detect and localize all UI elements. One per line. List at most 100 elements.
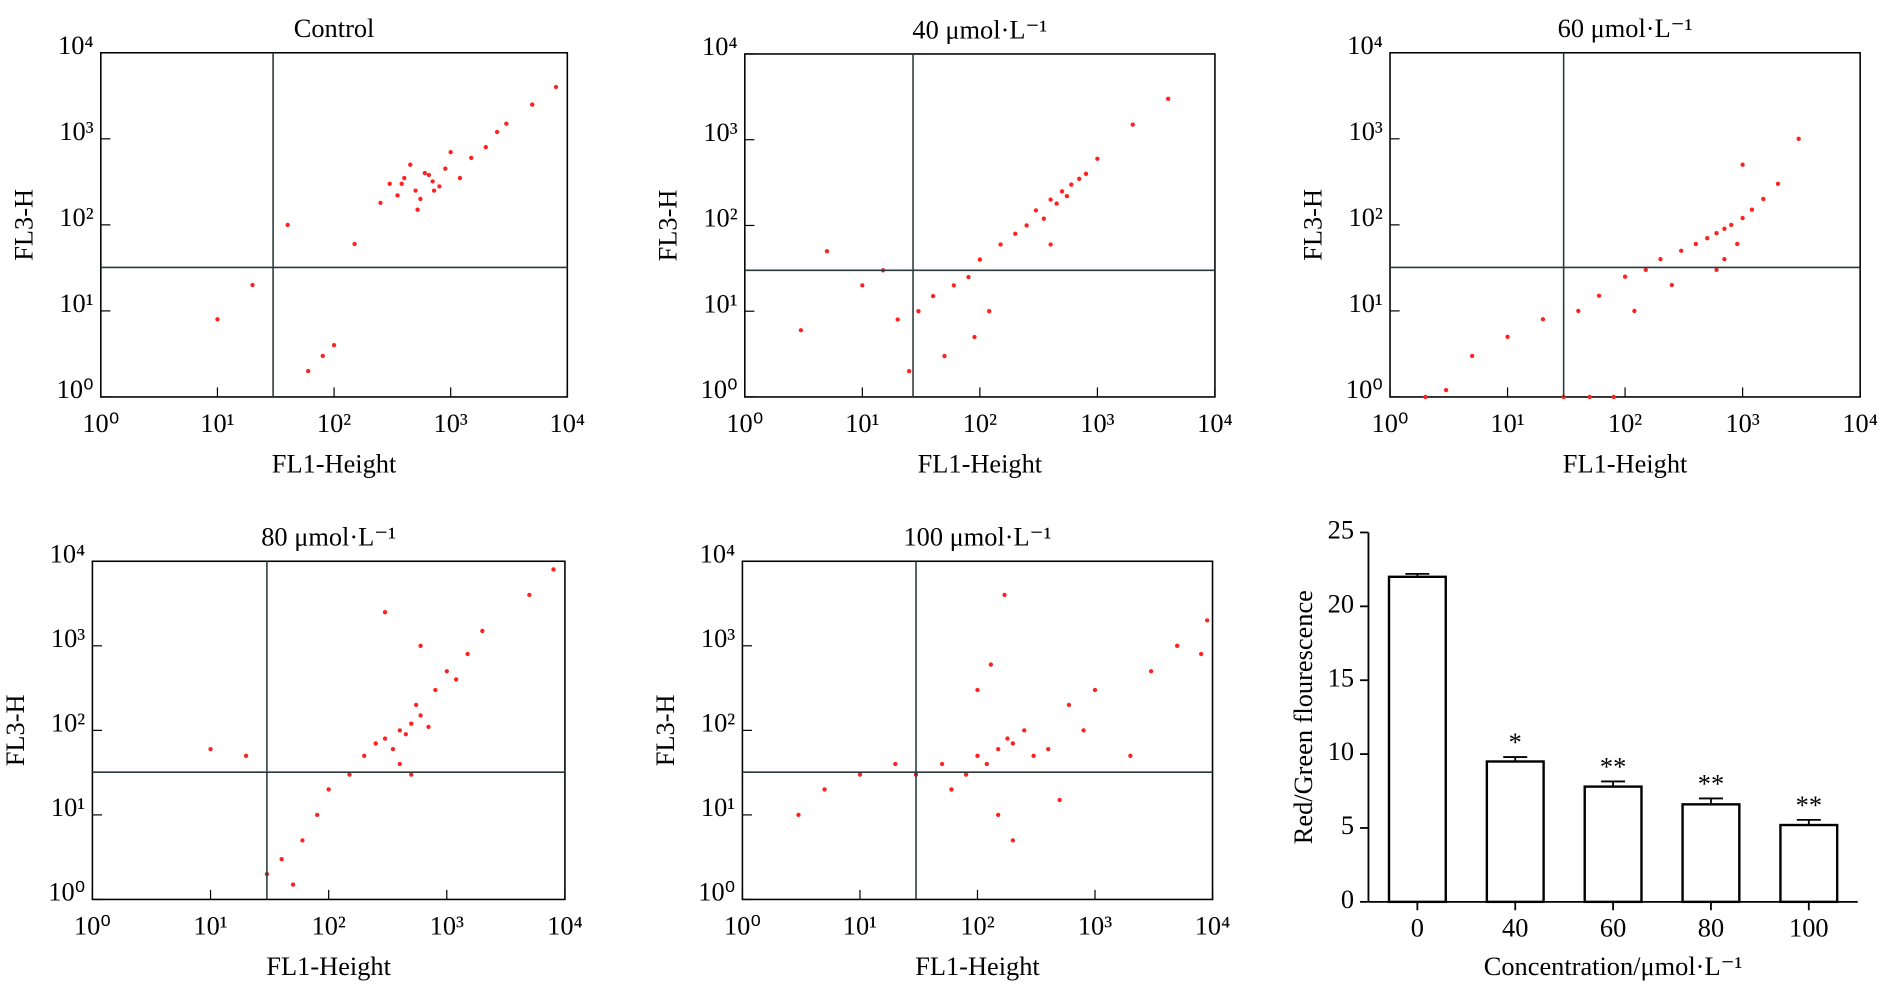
x-tick-label: 80	[1698, 913, 1724, 943]
data-point	[987, 309, 992, 314]
data-point	[975, 687, 980, 693]
data-point	[395, 193, 400, 198]
data-point	[1729, 222, 1734, 228]
data-point	[1095, 156, 1100, 161]
data-point	[1722, 226, 1727, 231]
data-point	[465, 651, 470, 657]
x-tick-label: 10⁴	[1195, 910, 1231, 940]
data-point	[1679, 248, 1684, 253]
data-point	[504, 121, 509, 126]
data-point	[382, 610, 388, 615]
data-point	[494, 129, 500, 135]
data-point	[1714, 231, 1719, 236]
data-point	[415, 207, 420, 212]
data-point	[1611, 394, 1616, 400]
data-point	[409, 721, 414, 726]
x-tick-label: 10¹	[193, 910, 227, 940]
data-point	[443, 166, 448, 171]
data-point	[966, 274, 971, 280]
data-point	[1596, 293, 1602, 298]
data-point	[306, 368, 311, 374]
x-tick-label: 40	[1502, 913, 1528, 943]
data-point	[397, 728, 402, 733]
data-point	[413, 702, 419, 708]
x-tick-label: 10¹	[843, 910, 877, 940]
data-point	[895, 317, 900, 322]
data-point	[469, 155, 474, 161]
data-point	[1740, 215, 1745, 221]
y-tick-label: 10³	[51, 623, 85, 653]
x-axis-label: FL1-Height	[918, 449, 1043, 479]
y-tick-label: 10⁴	[1347, 30, 1383, 60]
data-point	[1024, 223, 1029, 228]
data-point	[433, 687, 438, 693]
data-point	[1587, 394, 1592, 400]
x-tick-label: 10¹	[845, 408, 879, 438]
x-tick-label: 10²	[1608, 408, 1642, 438]
bar	[1681, 803, 1741, 904]
data-point	[1083, 171, 1089, 176]
data-point	[1128, 753, 1133, 758]
data-point	[530, 102, 535, 107]
bar	[1485, 760, 1545, 904]
data-point	[430, 179, 435, 184]
data-point	[1048, 242, 1053, 247]
data-point	[403, 732, 408, 737]
x-tick-label: 10²	[963, 408, 997, 438]
data-point	[373, 741, 378, 746]
data-point	[437, 184, 442, 189]
y-tick-label: 10⁰	[701, 374, 738, 404]
x-tick-label: 10⁴	[550, 408, 586, 438]
data-point	[1031, 753, 1036, 758]
x-axis-label: FL1-Height	[1563, 449, 1688, 479]
data-point	[1632, 308, 1637, 314]
x-tick-label: 10³	[434, 408, 468, 438]
y-tick-label: 10²	[1349, 202, 1383, 232]
x-tick-label: 10⁰	[1372, 408, 1409, 438]
data-point	[1013, 231, 1018, 236]
data-point	[1066, 702, 1072, 708]
data-point	[1069, 182, 1074, 187]
data-point	[1735, 241, 1740, 247]
data-point	[1658, 256, 1663, 262]
data-point	[326, 787, 331, 792]
y-tick-label: 10²	[703, 203, 737, 233]
data-point	[402, 175, 407, 181]
data-point	[1423, 394, 1428, 400]
data-point	[949, 787, 954, 792]
x-axis-label: FL1-Height	[272, 449, 397, 479]
y-tick-label: 5	[1341, 810, 1354, 840]
x-tick-label: 10²	[312, 910, 346, 940]
data-point	[1775, 181, 1781, 186]
y-tick-label: 20	[1328, 588, 1354, 618]
data-point	[942, 353, 947, 359]
y-tick-label: 10³	[59, 116, 93, 146]
y-tick-label: 15	[1328, 662, 1354, 692]
x-tick-label: 10²	[960, 910, 994, 940]
data-point	[1033, 208, 1039, 213]
data-point	[1077, 176, 1082, 181]
y-tick-label: 10¹	[1349, 288, 1383, 318]
data-point	[448, 149, 453, 155]
data-point	[857, 772, 863, 777]
y-tick-label: 10²	[51, 708, 85, 738]
chart-title: Control	[294, 13, 375, 43]
data-point	[290, 882, 296, 887]
y-tick-label: 10⁴	[702, 31, 738, 61]
data-point	[998, 242, 1003, 247]
data-point	[1081, 728, 1086, 733]
data-point	[963, 772, 969, 777]
data-point	[798, 328, 804, 333]
y-axis-label: FL3-H	[8, 189, 38, 261]
x-tick-label: 10³	[1080, 408, 1114, 438]
data-point	[378, 200, 383, 206]
y-tick-label: 10¹	[51, 792, 85, 822]
data-point	[243, 753, 249, 758]
data-point	[1714, 267, 1719, 273]
data-point	[426, 724, 431, 730]
x-tick-label: 10³	[1725, 408, 1759, 438]
x-axis-label: FL1-Height	[266, 951, 391, 981]
y-tick-label: 10⁴	[50, 539, 86, 569]
plot-frame	[91, 560, 566, 901]
